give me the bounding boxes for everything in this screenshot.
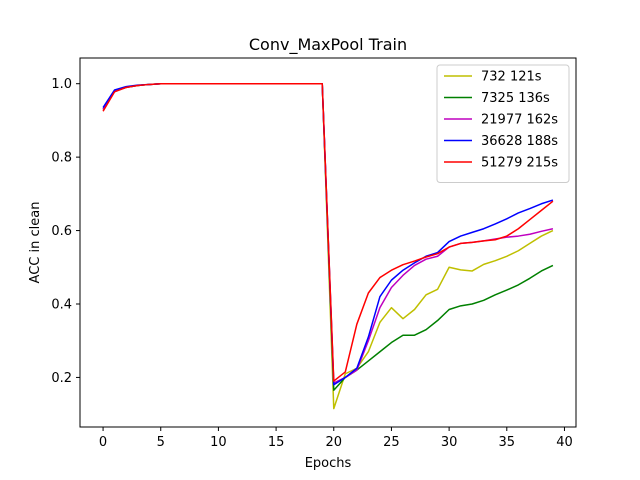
x-axis-label: Epochs: [305, 456, 352, 471]
y-tick-label: 1.0: [51, 77, 72, 92]
x-tick-label: 35: [499, 435, 516, 450]
x-tick-label: 25: [383, 435, 400, 450]
legend-label-3: 36628 188s: [481, 134, 558, 149]
plot-frame: [79, 57, 577, 428]
y-tick-label: 0.6: [51, 224, 72, 239]
legend-label-4: 51279 215s: [481, 156, 558, 171]
y-tick-label: 0.8: [51, 151, 72, 166]
x-tick-label: 20: [325, 435, 342, 450]
x-tick-label: 10: [210, 435, 227, 450]
x-axis: 0 5 10 15 20 25 30 35 40: [99, 427, 573, 450]
legend-label-1: 7325 136s: [481, 91, 550, 106]
legend-label-0: 732 121s: [481, 70, 542, 85]
x-tick-label: 40: [556, 435, 573, 450]
legend-box: [436, 64, 570, 183]
series-line-4: [102, 82, 554, 382]
series-layer: [102, 82, 554, 410]
x-tick-label: 5: [157, 435, 165, 450]
legend: 732 121s 7325 136s 21977 162s 36628 188s 512…: [436, 64, 570, 183]
legend-label-2: 21977 162s: [481, 113, 558, 128]
y-axis: 0.2 0.4 0.6 0.8 1.0: [51, 77, 80, 386]
y-tick-label: 0.4: [51, 298, 72, 313]
chart-title: Conv_MaxPool Train: [249, 35, 407, 55]
x-tick-label: 30: [441, 435, 458, 450]
x-tick-label: 0: [99, 435, 107, 450]
y-axis-label: ACC in clean: [28, 202, 43, 284]
y-tick-label: 0.2: [51, 371, 72, 386]
x-tick-label: 15: [268, 435, 285, 450]
